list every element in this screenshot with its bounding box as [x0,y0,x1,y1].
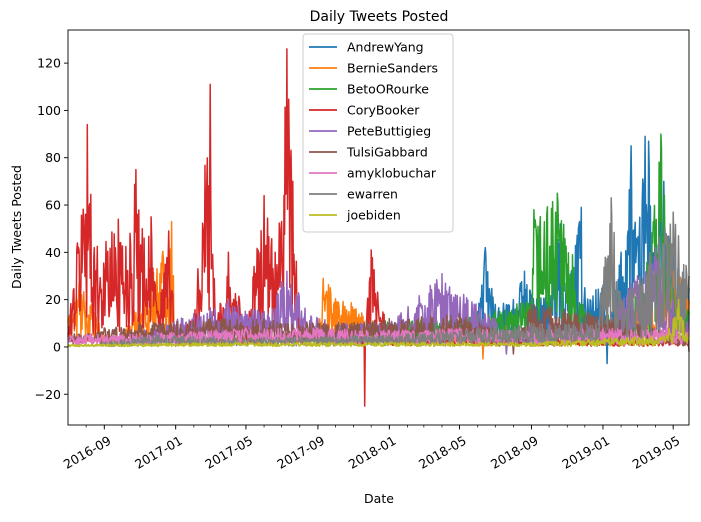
x-tick-label: 2017-09 [274,433,327,472]
legend-label: TulsiGabbard [346,145,428,160]
x-tick-label: 2018-05 [416,433,469,472]
legend-label: BernieSanders [347,61,438,76]
y-tick-label: 100 [37,103,61,118]
chart-title: Daily Tweets Posted [310,9,449,25]
series-layer [67,48,690,407]
y-tick-label: 60 [45,198,61,213]
legend-label: ewarren [347,187,398,202]
y-tick-label: 80 [45,150,61,165]
x-tick-label: 2019-05 [630,433,683,472]
x-tick-label: 2017-05 [202,433,255,472]
series-line-joebiden [67,298,690,348]
series-line-ewarren [99,197,690,348]
x-tick-label: 2018-01 [346,433,399,472]
legend-label: PeteButtigieg [347,124,431,139]
series-line-tulsigabbard [67,303,690,355]
x-tick-label: 2018-09 [488,433,541,472]
y-tick-label: 0 [53,339,61,354]
legend-label: AndrewYang [347,40,424,55]
legend-label: CoryBooker [347,103,420,118]
y-tick-label: 40 [45,245,61,260]
y-axis-label: Daily Tweets Posted [9,165,24,289]
x-tick-label: 2019-01 [559,433,612,472]
y-tick-label: 20 [45,292,61,307]
legend-label: amyklobuchar [347,166,437,181]
y-axis: −20 0 20 40 60 80 100 120 [35,56,68,402]
x-axis-label: Date [364,491,394,506]
x-tick-label: 2016-09 [61,433,114,472]
legend-box [302,33,454,233]
plot-frame [67,29,690,426]
legend-label: BetoORourke [347,82,429,97]
x-tick-label: 2017-01 [132,433,185,472]
y-tick-label: 120 [37,56,61,71]
x-axis: 2016-09 2017-01 2017-05 2017-09 2018-01 2018-… [61,425,683,472]
legend: AndrewYang BernieSanders BetoORourke CoryBo… [302,33,454,233]
legend-label: joebiden [346,208,401,223]
y-tick-label: −20 [35,387,61,402]
